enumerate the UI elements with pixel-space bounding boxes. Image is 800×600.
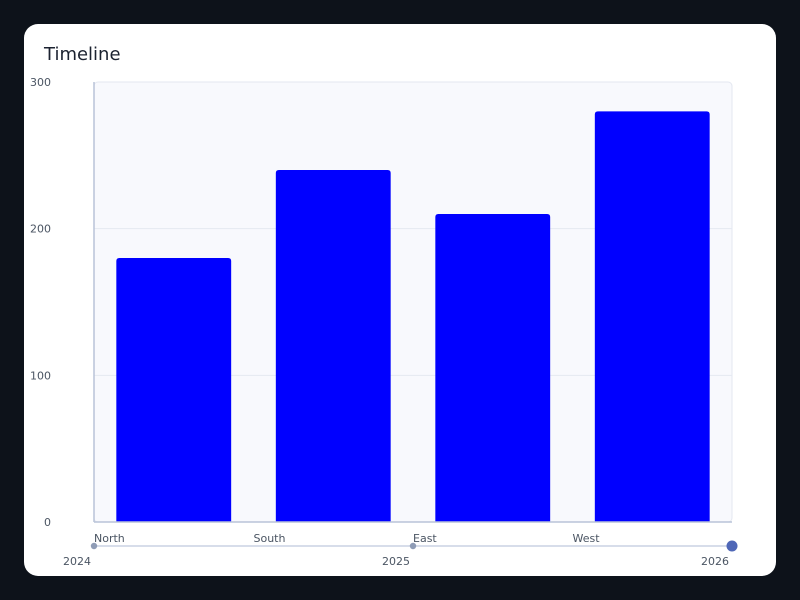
y-tick-label: 100 [30, 369, 51, 382]
timeline-handle[interactable] [726, 540, 738, 552]
timeline-label: 2025 [382, 555, 410, 568]
y-tick-label: 300 [30, 76, 51, 89]
timeline-stop[interactable] [90, 542, 98, 550]
y-tick-label: 0 [44, 516, 51, 529]
y-axis-ticks: 0 100 200 300 [30, 76, 51, 529]
bar-north [116, 258, 232, 522]
timeline-label: 2026 [701, 555, 729, 568]
timeline-label: 2024 [63, 555, 91, 568]
chart-title: Timeline [44, 44, 121, 65]
bar-west [594, 111, 710, 522]
x-category-label: South [254, 532, 286, 545]
x-category-label: East [413, 532, 437, 545]
bar-south [275, 170, 391, 522]
timeline-stop[interactable] [409, 542, 417, 550]
x-category-label: West [573, 532, 601, 545]
bar-east [435, 214, 551, 522]
y-tick-label: 200 [30, 223, 51, 236]
x-axis-categories: North South East West [94, 532, 600, 545]
x-category-label: North [94, 532, 125, 545]
timeline-slider[interactable]: 2024 2025 2026 [63, 540, 738, 569]
bars [116, 111, 710, 522]
